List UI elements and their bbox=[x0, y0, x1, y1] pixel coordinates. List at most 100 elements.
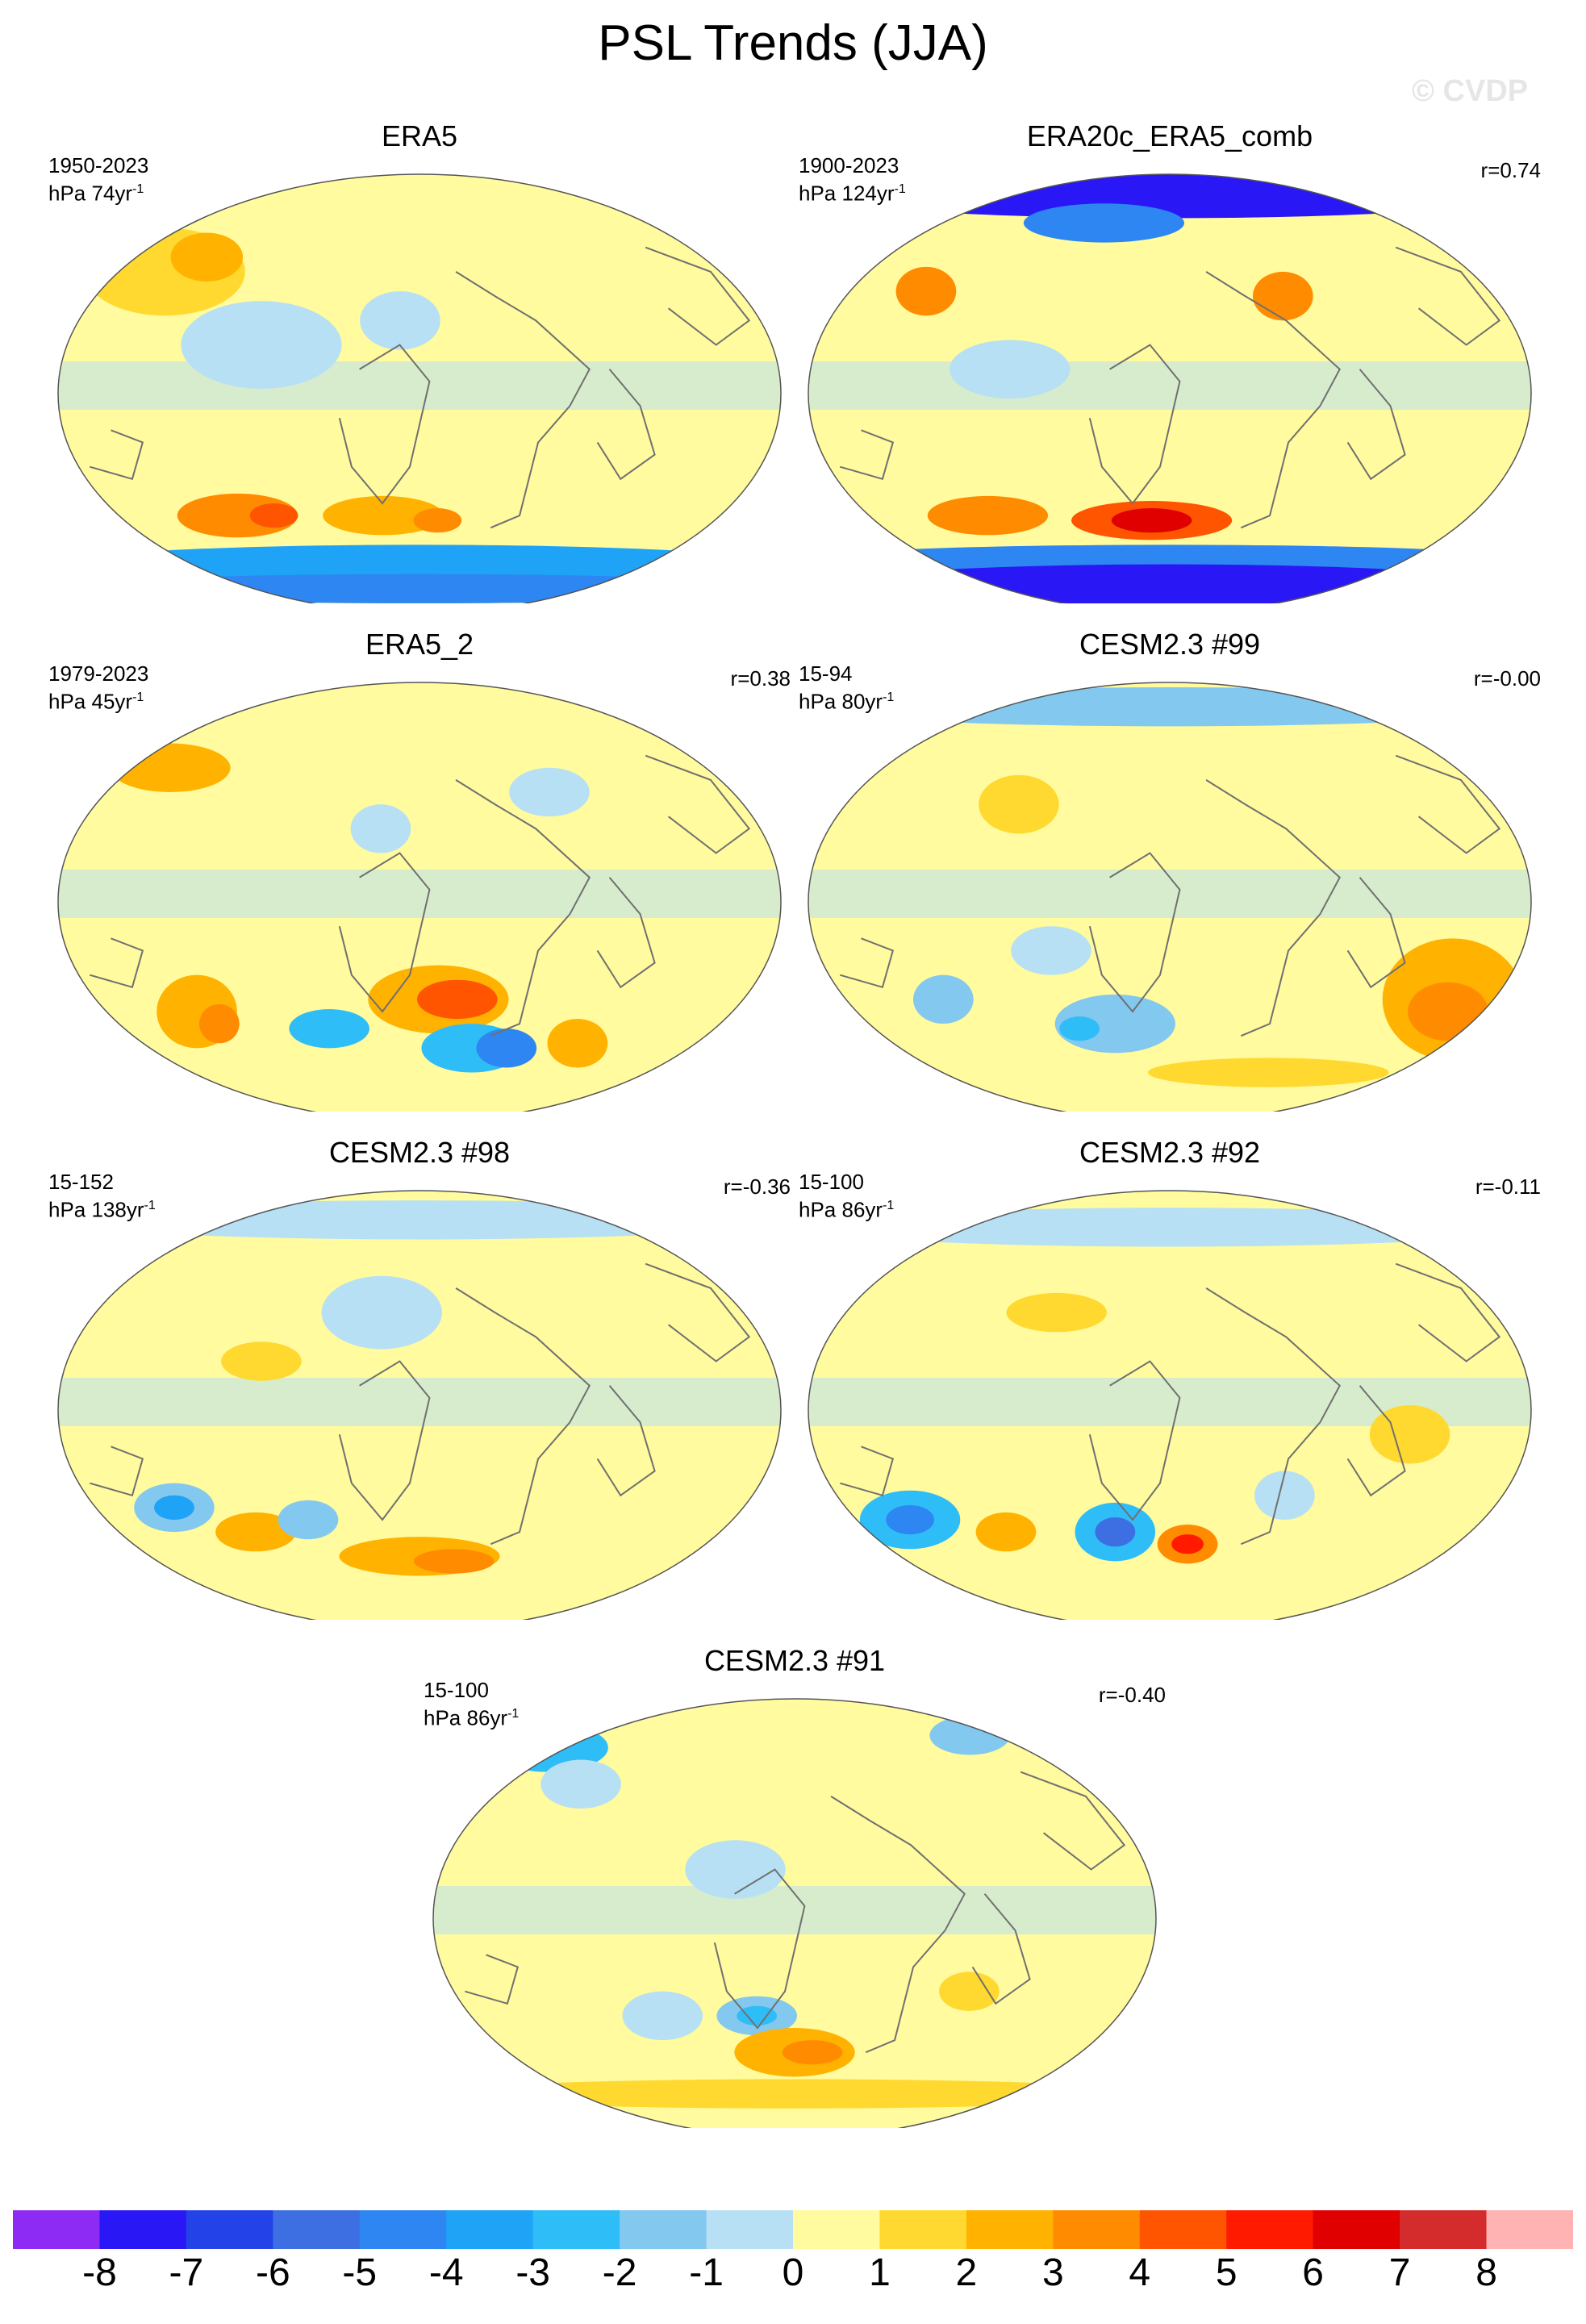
colorbar-tick-label: 4 bbox=[1129, 2251, 1151, 2294]
trend-contour bbox=[221, 1341, 302, 1381]
trend-contour bbox=[249, 503, 298, 528]
trend-contour bbox=[1095, 1517, 1136, 1547]
coastline bbox=[455, 779, 591, 1037]
trend-contour bbox=[289, 1008, 369, 1049]
map bbox=[57, 682, 782, 1112]
colorbar-swatch bbox=[1139, 2210, 1227, 2249]
trend-contour bbox=[58, 544, 781, 584]
coastline bbox=[1088, 344, 1181, 505]
trend-contour bbox=[433, 2079, 1156, 2109]
units-text: hPa 45yr bbox=[48, 689, 133, 714]
trend-contour bbox=[1252, 271, 1313, 321]
coastline bbox=[596, 369, 656, 481]
units-exponent: -1 bbox=[507, 1707, 520, 1721]
trend-contour bbox=[547, 1019, 608, 1068]
units-text: hPa 86yr bbox=[424, 1705, 508, 1730]
trend-contour bbox=[913, 974, 974, 1024]
period-label: 15-152 bbox=[48, 1170, 114, 1194]
trend-contour bbox=[198, 1003, 240, 1044]
panel-title: ERA5 bbox=[381, 119, 458, 152]
trend-contour bbox=[58, 1200, 781, 1240]
period-label: 15-100 bbox=[424, 1678, 489, 1702]
coastline bbox=[1205, 1287, 1342, 1546]
trend-contour bbox=[808, 544, 1531, 574]
trend-contour bbox=[350, 804, 411, 853]
coastline bbox=[90, 937, 144, 989]
trend-contour bbox=[939, 1971, 1000, 2011]
colorbar-swatch bbox=[1226, 2210, 1314, 2249]
panel-cesm91: CESM2.3 #91 15-100 hPa 86yr-1 r=-0.40 bbox=[424, 1644, 1166, 2160]
trend-contour bbox=[949, 340, 1071, 399]
units-label: hPa 138yr-1 bbox=[48, 1194, 156, 1222]
map-border bbox=[808, 682, 1532, 1112]
trend-contour bbox=[170, 232, 244, 282]
colorbar-tick-label: -1 bbox=[689, 2251, 724, 2294]
units-label: hPa 124yr-1 bbox=[799, 177, 906, 206]
units-label: hPa 86yr-1 bbox=[799, 1194, 894, 1222]
coastline bbox=[1205, 779, 1342, 1037]
colorbar-swatch bbox=[793, 2210, 880, 2249]
colorbar-swatch bbox=[446, 2210, 534, 2249]
panel-title: CESM2.3 #92 bbox=[1079, 1136, 1261, 1169]
panel-title: ERA20c_ERA5_comb bbox=[1026, 119, 1313, 152]
panel-era5: ERA5 1950-2023 hPa 74yr-1 bbox=[48, 119, 791, 636]
coastline bbox=[1346, 877, 1406, 989]
map-border bbox=[808, 1190, 1532, 1620]
map-border bbox=[432, 1698, 1157, 2128]
coastline bbox=[1346, 1385, 1406, 1497]
coastline bbox=[1205, 271, 1342, 529]
colorbar-tick-label: 1 bbox=[869, 2251, 891, 2294]
panel-cesm98: CESM2.3 #98 15-152 hPa 138yr-1 r=-0.36 bbox=[48, 1136, 791, 1652]
units-exponent: -1 bbox=[132, 182, 144, 196]
colorbar-tick-label: 8 bbox=[1475, 2251, 1497, 2294]
correlation-label: r=-0.36 bbox=[723, 1175, 791, 1199]
colorbar-swatch bbox=[273, 2210, 361, 2249]
colorbar-tick-label: 3 bbox=[1041, 2251, 1064, 2294]
map-border bbox=[57, 173, 782, 603]
coastline bbox=[645, 1262, 751, 1362]
coastline bbox=[840, 1446, 895, 1497]
coastline bbox=[1395, 246, 1501, 346]
colorbar-tick-label: 5 bbox=[1215, 2251, 1237, 2294]
trend-contour bbox=[808, 1208, 1531, 1247]
trend-contour bbox=[1408, 982, 1488, 1041]
units-text: hPa 74yr bbox=[48, 181, 133, 206]
trend-contour bbox=[540, 1759, 621, 1809]
trend-contour bbox=[1006, 1292, 1107, 1333]
coastline bbox=[1088, 852, 1181, 1013]
main-title: PSL Trends (JJA) bbox=[598, 15, 988, 71]
map bbox=[808, 1190, 1532, 1620]
trend-contour bbox=[1011, 926, 1091, 975]
trend-contour bbox=[360, 291, 440, 350]
colorbar-swatch bbox=[706, 2210, 794, 2249]
map bbox=[808, 173, 1532, 603]
period-label: 15-94 bbox=[799, 661, 853, 686]
coastline bbox=[645, 754, 751, 854]
trend-contour bbox=[622, 1991, 703, 2041]
units-exponent: -1 bbox=[883, 1199, 895, 1212]
trend-contour bbox=[808, 174, 1531, 219]
trend-contour bbox=[416, 979, 498, 1020]
units-exponent: -1 bbox=[883, 691, 895, 704]
trend-contour bbox=[782, 2040, 843, 2065]
units-label: hPa 86yr-1 bbox=[424, 1702, 519, 1730]
trend-contour bbox=[154, 1495, 194, 1520]
trend-contour bbox=[929, 1716, 1010, 1755]
period-label: 1979-2023 bbox=[48, 661, 149, 686]
colorbar-swatch bbox=[966, 2210, 1054, 2249]
colorbar-swatch bbox=[1400, 2210, 1488, 2249]
colorbar-tick-label: 0 bbox=[782, 2251, 804, 2294]
trend-contour bbox=[1111, 508, 1192, 533]
coastline bbox=[596, 1385, 656, 1497]
trend-contour bbox=[975, 1512, 1037, 1552]
coastline bbox=[338, 344, 431, 505]
units-text: hPa 124yr bbox=[799, 181, 895, 206]
coastline bbox=[465, 1954, 520, 2005]
coastline bbox=[455, 1287, 591, 1546]
trend-contour bbox=[278, 1500, 339, 1540]
trend-contour bbox=[58, 574, 781, 603]
colorbar-swatch bbox=[1053, 2210, 1141, 2249]
map bbox=[57, 173, 782, 603]
trend-contour bbox=[1147, 1058, 1389, 1087]
coastline bbox=[840, 937, 895, 989]
